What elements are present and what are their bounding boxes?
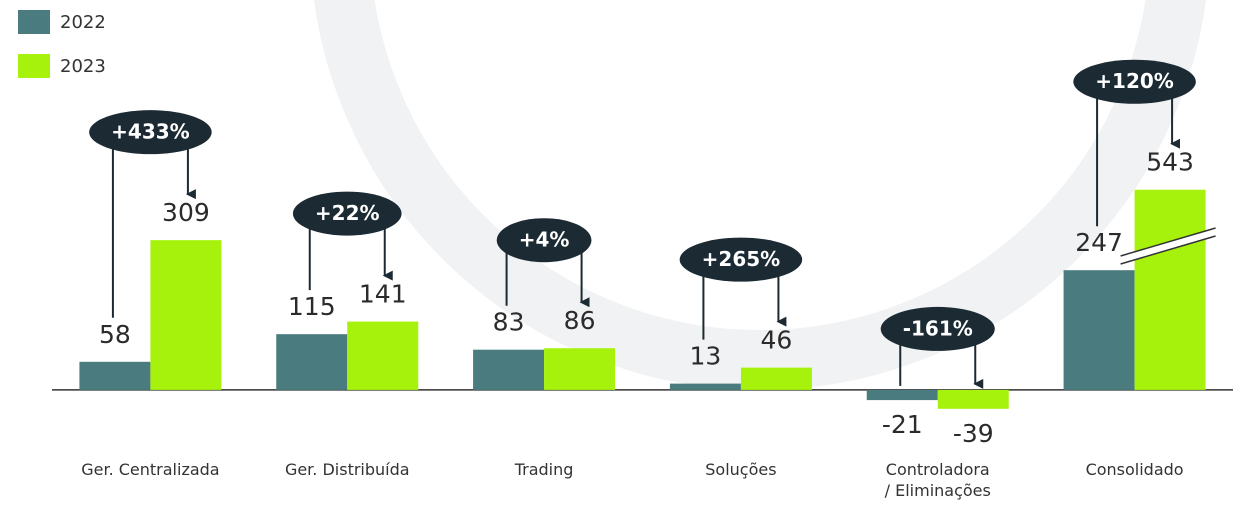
- value-label: 543: [1146, 148, 1194, 177]
- bar: [669, 383, 741, 390]
- x-tick-label: Consolidado: [1086, 460, 1184, 479]
- legend-swatch: [18, 54, 50, 78]
- change-bubble: [292, 191, 402, 236]
- value-label: 83: [493, 308, 525, 337]
- change-label: +265%: [702, 247, 781, 271]
- value-label: 13: [690, 342, 722, 371]
- bar: [1063, 270, 1135, 390]
- value-label: 86: [564, 306, 596, 335]
- value-label: -21: [882, 410, 923, 439]
- legend-swatch: [18, 10, 50, 34]
- change-bubble: [679, 237, 803, 282]
- value-label: 247: [1075, 228, 1123, 257]
- bar: [150, 240, 222, 390]
- value-label: 115: [288, 292, 336, 321]
- legend-label: 2022: [60, 12, 106, 33]
- value-label: -39: [953, 419, 994, 448]
- bar: [1134, 189, 1206, 390]
- change-bubble: [496, 218, 592, 263]
- value-label: 309: [162, 198, 210, 227]
- change-label: +22%: [315, 201, 380, 225]
- bar: [473, 349, 545, 390]
- axis-break-line: [1120, 235, 1216, 265]
- bar: [79, 361, 151, 390]
- x-tick-label: Trading: [514, 460, 574, 479]
- change-bubble: [880, 306, 995, 351]
- bar: [937, 389, 1009, 409]
- change-label: +433%: [111, 120, 190, 144]
- value-label: 46: [761, 326, 793, 355]
- x-tick-label: Controladora / Eliminações: [885, 460, 991, 500]
- change-bubble: [1073, 59, 1196, 104]
- change-bubble: [89, 110, 212, 155]
- bar: [866, 389, 938, 401]
- value-label: 58: [99, 320, 131, 349]
- x-tick-label: Ger. Centralizada: [81, 460, 219, 479]
- bar: [276, 334, 348, 390]
- bar: [347, 321, 419, 390]
- legend-label: 2023: [60, 56, 106, 77]
- bar: [740, 367, 812, 390]
- value-label: 141: [359, 280, 407, 309]
- background-arc: [314, 0, 1206, 390]
- change-label: +120%: [1095, 69, 1174, 93]
- x-tick-label: Soluções: [705, 460, 776, 479]
- axis-break-line: [1120, 227, 1216, 257]
- axis-break: [1120, 227, 1216, 264]
- change-label: -161%: [903, 316, 973, 340]
- x-tick-label: Ger. Distribuída: [285, 460, 410, 479]
- change-label: +4%: [519, 228, 570, 252]
- bar: [544, 348, 616, 390]
